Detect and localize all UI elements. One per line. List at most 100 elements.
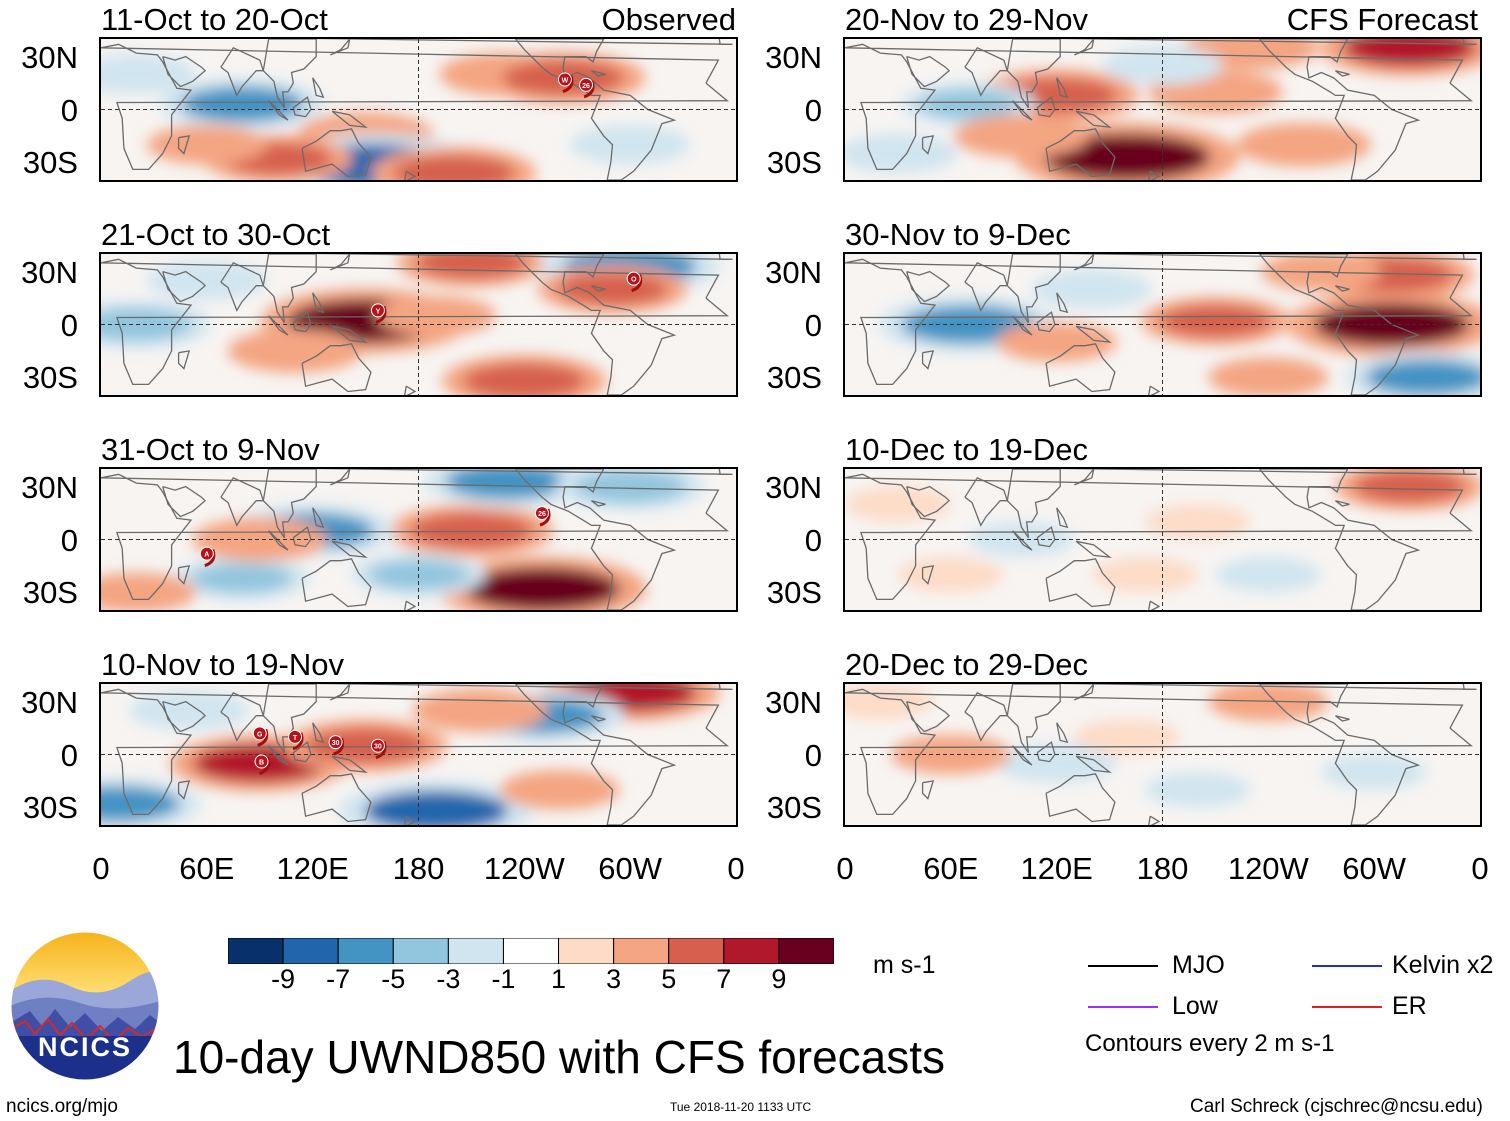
lat-tick-label: 30N	[765, 254, 822, 290]
coastline	[404, 815, 417, 825]
tropical-cyclone-marker: A	[199, 546, 216, 568]
coastline	[845, 258, 1473, 386]
coastline	[312, 722, 325, 744]
coastline	[101, 43, 729, 171]
coastline	[1053, 39, 1477, 45]
panel-title: 30-Nov to 9-Dec	[845, 217, 1071, 252]
anomaly-blob	[445, 469, 568, 499]
anomaly-blob	[181, 86, 304, 122]
lat-tick-label: 0	[60, 737, 78, 773]
anomaly-blob	[304, 728, 427, 764]
colorbar-swatches	[227, 937, 835, 965]
legend-label-kelvin: Kelvin x2	[1392, 951, 1494, 979]
anomaly-blob	[245, 336, 346, 366]
coastline	[301, 128, 372, 178]
anomaly-blob	[574, 470, 686, 503]
coastline	[1045, 128, 1116, 178]
storm-label: 26	[538, 511, 546, 518]
coastline	[268, 745, 289, 766]
anomaly-blob	[101, 61, 181, 88]
tropical-cyclone-marker: W	[557, 72, 574, 93]
anomaly-blob	[392, 155, 515, 180]
anomaly-blob	[463, 363, 586, 395]
coastline	[162, 55, 207, 88]
ncics-logo: NCICS	[10, 931, 160, 1081]
colorbar	[227, 937, 835, 965]
anomaly-blob	[1012, 328, 1102, 356]
anomaly-blob	[430, 695, 531, 726]
lon-tick-label: 180	[392, 851, 445, 886]
coastline	[1335, 500, 1350, 507]
storm-label: 30	[332, 740, 340, 747]
coastline	[162, 485, 207, 518]
panel-title: 10-Nov to 19-Nov	[101, 647, 344, 682]
colorbar-swatch	[502, 937, 560, 965]
colorbar-tick-label: 9	[771, 964, 787, 994]
coastline	[1012, 530, 1033, 551]
lat-tick-label: 30N	[765, 39, 822, 75]
lat-tick-label: 0	[60, 307, 78, 343]
coastline	[1148, 170, 1161, 180]
coastline	[1148, 385, 1161, 395]
coastline	[220, 46, 265, 97]
lat-tick-label: 30S	[766, 145, 822, 181]
lon-tick-label: 0	[1471, 851, 1489, 886]
coastline	[331, 110, 368, 128]
colorbar-tick-label: 3	[606, 964, 622, 994]
lat-tick-label: 30S	[766, 790, 822, 826]
anomaly-field	[845, 684, 1427, 808]
anomaly-blob	[858, 492, 937, 517]
lon-tick-label: 120E	[276, 851, 349, 886]
legend-label-mjo: MJO	[1172, 951, 1225, 979]
storm-icon	[288, 729, 303, 744]
lon-tick-label: 60W	[598, 851, 663, 886]
coastline	[177, 565, 191, 585]
map-canvas: YO	[101, 254, 736, 395]
coastline	[964, 261, 1009, 312]
coastline	[330, 254, 351, 271]
map-canvas: W 26	[101, 39, 736, 180]
coastline	[1006, 469, 1061, 539]
coastline	[220, 691, 265, 742]
lon-tick-label: 120W	[1227, 851, 1309, 886]
coastline	[268, 100, 289, 121]
coastline	[1056, 77, 1069, 99]
storm-icon	[199, 546, 214, 561]
observed-label: Observed	[601, 2, 736, 37]
anomaly-blob	[845, 689, 920, 714]
coastline	[262, 39, 317, 109]
coastline	[101, 473, 729, 601]
coastline	[591, 285, 606, 292]
legend-label-low: Low	[1172, 992, 1218, 1020]
colorbar-swatch	[227, 937, 284, 965]
panel-title: 21-Oct to 30-Oct	[101, 217, 331, 252]
contours-note: Contours every 2 m s-1	[1085, 1030, 1335, 1057]
anomaly-blob	[1229, 562, 1308, 587]
colorbar-swatch	[282, 937, 339, 965]
coastline	[1258, 254, 1421, 395]
storm-icon	[534, 506, 549, 521]
lat-tick-label: 0	[60, 522, 78, 558]
lat-tick-label: 30N	[21, 254, 78, 290]
coastline	[268, 530, 289, 551]
panel-title: 11-Oct to 20-Oct	[101, 2, 328, 37]
anomaly-blob	[162, 267, 252, 294]
coastline	[312, 507, 325, 529]
storm-icon	[557, 72, 572, 87]
coastline	[101, 258, 729, 386]
anomaly-field	[101, 684, 720, 825]
lon-tick-label: 0	[92, 851, 110, 886]
coastline	[1075, 110, 1112, 128]
website-link[interactable]: ncics.org/mjo	[6, 1096, 118, 1117]
map-panel	[843, 252, 1482, 397]
coastline	[1056, 507, 1069, 529]
coastline	[292, 741, 312, 763]
coastline	[845, 688, 1473, 816]
anomaly-blob	[1353, 470, 1465, 503]
coastline	[1006, 39, 1061, 109]
tropical-cyclone-marker: 30	[370, 738, 387, 760]
coastline	[1045, 773, 1116, 823]
lat-tick-label: 30S	[22, 790, 78, 826]
anomaly-blob	[1159, 304, 1271, 337]
